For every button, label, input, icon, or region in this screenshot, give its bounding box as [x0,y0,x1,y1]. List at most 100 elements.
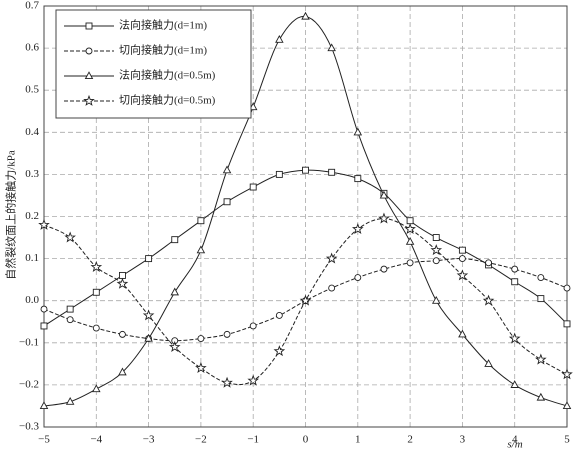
marker [380,265,388,273]
marker [404,223,416,235]
marker [485,259,492,267]
y-tick-label: 0.4 [25,126,39,138]
marker [302,166,309,174]
marker [299,294,312,306]
y-tick-label: 0.2 [25,210,39,222]
marker [354,175,362,183]
x-tick-label: 2 [407,434,413,446]
legend-marker [85,22,93,30]
marker [458,329,467,338]
plot-frame [43,5,568,428]
marker [142,309,155,321]
marker [275,170,283,178]
y-tick-label: −0.1 [19,336,39,348]
marker [249,183,257,191]
x-tick-label: 5 [564,434,570,446]
marker [273,345,286,357]
marker [431,295,441,304]
marker [223,198,231,206]
marker [327,43,336,52]
marker [511,278,519,286]
legend-label: 切向接触力(d=1m) [119,43,207,57]
marker [430,244,443,256]
marker [563,284,571,292]
marker [118,367,127,376]
marker [66,305,74,313]
marker [432,257,440,265]
marker [222,165,232,174]
y-tick-label: 0.5 [25,84,39,96]
marker [537,295,545,303]
marker [66,316,74,324]
marker [405,237,415,245]
marker [144,333,153,342]
x-tick-label: −5 [38,434,50,446]
legend-marker [83,94,95,106]
y-tick-label: 0.6 [25,42,39,54]
marker [456,269,469,281]
marker [247,374,260,386]
marker [508,332,521,344]
x-tick-label: −1 [247,434,259,446]
marker [223,330,231,338]
x-tick-label: 0 [303,434,309,446]
marker [353,127,363,136]
marker [561,368,573,380]
marker [65,397,75,405]
marker [40,305,48,313]
marker [458,255,466,263]
marker [168,340,181,352]
x-axis-label: s/m [507,439,522,451]
marker [406,259,414,267]
legend-marker [85,47,93,55]
marker [325,252,338,264]
x-tick-label: 3 [460,434,466,446]
y-tick-label: 0.7 [25,0,39,12]
marker [328,168,336,176]
marker [351,223,364,235]
marker [328,284,336,292]
marker [354,274,362,281]
marker [39,401,49,409]
marker [535,353,547,365]
y-axis-label: 自然裂纹面上的接触力/kPa [4,150,18,280]
marker [116,277,129,289]
marker [379,190,389,199]
x-tick-label: −4 [90,434,102,446]
marker [221,376,233,388]
marker [40,322,48,330]
marker [378,212,390,224]
marker [64,231,76,243]
marker [92,288,100,296]
x-tick-label: 1 [355,434,361,446]
marker [458,246,466,254]
marker [170,287,180,296]
marker [510,380,519,388]
marker [562,401,572,409]
legend-marker [84,71,94,80]
marker [38,218,50,230]
y-tick-label: 0.1 [25,252,39,264]
x-tick-label: −3 [143,434,155,446]
legend-label: 切向接触力(d=0.5m) [119,93,216,107]
marker [92,324,100,332]
marker [197,217,205,225]
marker [275,34,284,43]
marker [406,217,414,225]
marker [118,271,126,279]
marker [511,265,519,273]
x-tick-label: 4 [512,434,518,446]
marker [563,320,571,328]
marker [537,274,545,281]
marker [92,384,101,393]
marker [197,335,205,343]
marker [484,359,493,367]
marker [482,294,495,306]
marker [171,236,179,244]
y-tick-label: 0.3 [25,168,39,180]
marker [249,322,257,330]
marker [432,234,440,242]
legend-label: 法向接触力(d=1m) [119,18,207,32]
x-tick-label: −2 [195,434,207,446]
